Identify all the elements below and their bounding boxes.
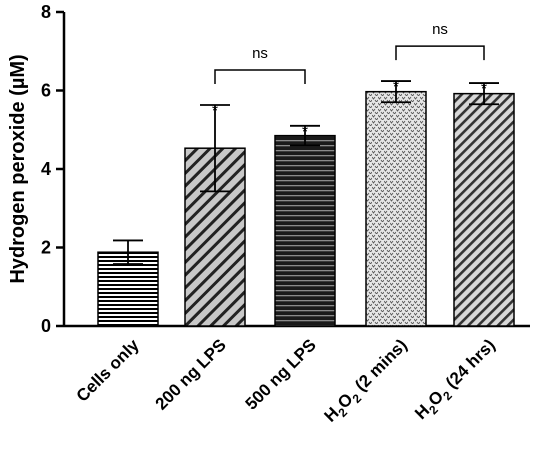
category-label: H2O2 (24 hrs)	[411, 335, 502, 426]
comparison-label: ns	[252, 45, 268, 62]
significance-star: *	[393, 79, 399, 96]
y-tick-label: 2	[41, 238, 51, 258]
significance-star: *	[481, 81, 487, 98]
y-tick-label: 0	[41, 316, 51, 336]
category-label: Cells only	[73, 335, 144, 406]
category-label: H2O2 (2 mins)	[320, 335, 413, 428]
y-tick-label: 6	[41, 81, 51, 101]
bar	[274, 134, 336, 327]
y-axis-title: Hydrogen peroxide (µM)	[7, 54, 29, 283]
bar	[365, 90, 427, 327]
y-tick-label: 4	[41, 159, 51, 179]
bar	[453, 92, 515, 327]
significance-star: *	[212, 103, 218, 120]
comparison-bracket	[214, 69, 306, 85]
category-label: 500 ng LPS	[242, 335, 320, 413]
category-label: 200 ng LPS	[152, 335, 230, 413]
bars	[97, 80, 515, 327]
comparison-label: ns	[432, 21, 448, 38]
significance-star: *	[302, 124, 308, 141]
y-tick-label: 8	[41, 2, 51, 22]
axes: 0 2 4 6 8 Hydrogen peroxide (µM)	[7, 2, 530, 336]
comparison-bracket	[395, 45, 485, 61]
